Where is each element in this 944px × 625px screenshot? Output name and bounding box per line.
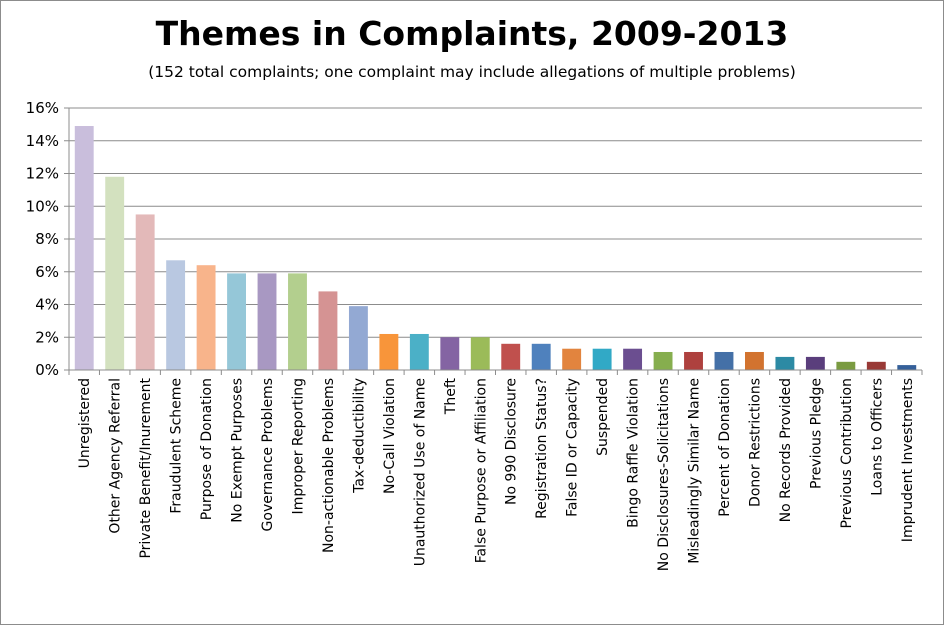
x-category-label: Theft [443, 377, 459, 415]
bar-misleadingly-similar-name [684, 351, 703, 370]
bar-no-exempt-purposes [227, 273, 246, 370]
x-category-label: Other Agency Referral [108, 378, 124, 534]
x-category-label: Donor Restrictions [747, 378, 763, 507]
x-category-label: Improper Reporting [290, 378, 306, 514]
x-category-label: Previous Contribution [839, 378, 855, 529]
bar-other-agency-referral [105, 176, 125, 370]
x-category-label: Non-actionable Problems [321, 378, 337, 553]
y-axis-tick-labels: 0% 2% 4% 6% 8% 10% 12% 14% 16% [26, 99, 59, 379]
x-category-label: False ID or Capacity [565, 378, 581, 517]
bar-false-id-or-capacity [562, 348, 582, 370]
bar-suspended [592, 348, 612, 370]
gridlines [64, 107, 923, 375]
y-tick-label: 16% [26, 99, 59, 117]
x-category-label: No Records Provided [778, 378, 794, 522]
y-tick-label: 12% [26, 165, 59, 183]
x-category-label: Fraudulent Scheme [169, 378, 185, 514]
bar-purpose-of-donation [196, 265, 216, 370]
x-category-label: No Exempt Purposes [230, 378, 246, 523]
bar-loans-to-officers [866, 361, 886, 370]
bar-no-disclosures-solicitations [653, 351, 673, 370]
bar-unregistered [74, 126, 94, 370]
bar-imprudent-investments [897, 365, 917, 370]
x-category-label: Previous Pledge [808, 378, 824, 489]
x-category-label: Suspended [595, 378, 611, 456]
bar-no-call-violation [379, 333, 399, 370]
bar-previous-pledge [805, 356, 825, 370]
x-category-label: Governance Problems [260, 378, 276, 531]
x-category-label: Imprudent Investments [900, 378, 916, 542]
bar-governance-problems [257, 273, 277, 370]
x-category-label: Registration Status? [534, 378, 550, 519]
chart-title: Themes in Complaints, 2009-2013 [155, 14, 789, 53]
x-category-label: No-Call Violation [382, 378, 398, 494]
bar-bingo-raffle-violation [623, 348, 643, 370]
bar-theft [440, 337, 460, 370]
y-tick-label: 10% [26, 197, 59, 215]
y-tick-label: 0% [35, 361, 59, 379]
bar-unauthorized-use-of-name [409, 333, 429, 370]
y-tick-label: 14% [26, 132, 59, 150]
y-tick-label: 8% [35, 230, 59, 248]
bar-non-actionable-problems [318, 291, 338, 370]
bar-percent-of-donation [714, 351, 734, 370]
y-tick-label: 4% [35, 296, 59, 314]
x-category-label: Private Benefit/Inurement [138, 377, 154, 558]
bar-false-purpose-or-affiliation [470, 337, 490, 370]
chart-subtitle: (152 total complaints; one complaint may… [148, 63, 796, 81]
x-category-label: Purpose of Donation [199, 378, 215, 520]
x-category-label: No 990 Disclosure [504, 378, 520, 505]
x-category-label: False Purpose or Affiliation [473, 378, 489, 563]
bars [74, 126, 917, 370]
bar-improper-reporting [288, 273, 307, 370]
bar-donor-restrictions [745, 351, 764, 370]
y-tick-label: 2% [35, 328, 59, 346]
bar-private-benefit-inurement [135, 214, 155, 370]
x-axis-category-labels: Unregistered Other Agency Referral Private… [77, 377, 916, 571]
x-category-label: Percent of Donation [717, 378, 733, 517]
x-category-label: Unregistered [77, 378, 93, 468]
y-tick-label: 6% [35, 263, 59, 281]
x-category-label: Loans to Officers [869, 378, 885, 496]
x-category-label: Bingo Raffle Violation [626, 378, 642, 528]
bar-no-990-disclosure [501, 343, 521, 370]
x-category-label: No Disclosures-Solicitations [656, 378, 672, 571]
bar-no-records-provided [775, 356, 795, 370]
x-category-label: Misleadingly Similar Name [687, 378, 703, 564]
bar-fraudulent-scheme [166, 260, 186, 370]
axes [68, 108, 922, 371]
x-category-label: Tax-deductibility [351, 378, 367, 494]
bar-registration-status [531, 343, 551, 370]
bar-previous-contribution [836, 361, 856, 370]
bar-tax-deductibility [348, 306, 368, 370]
x-category-label: Unauthorized Use of Name [412, 378, 428, 566]
